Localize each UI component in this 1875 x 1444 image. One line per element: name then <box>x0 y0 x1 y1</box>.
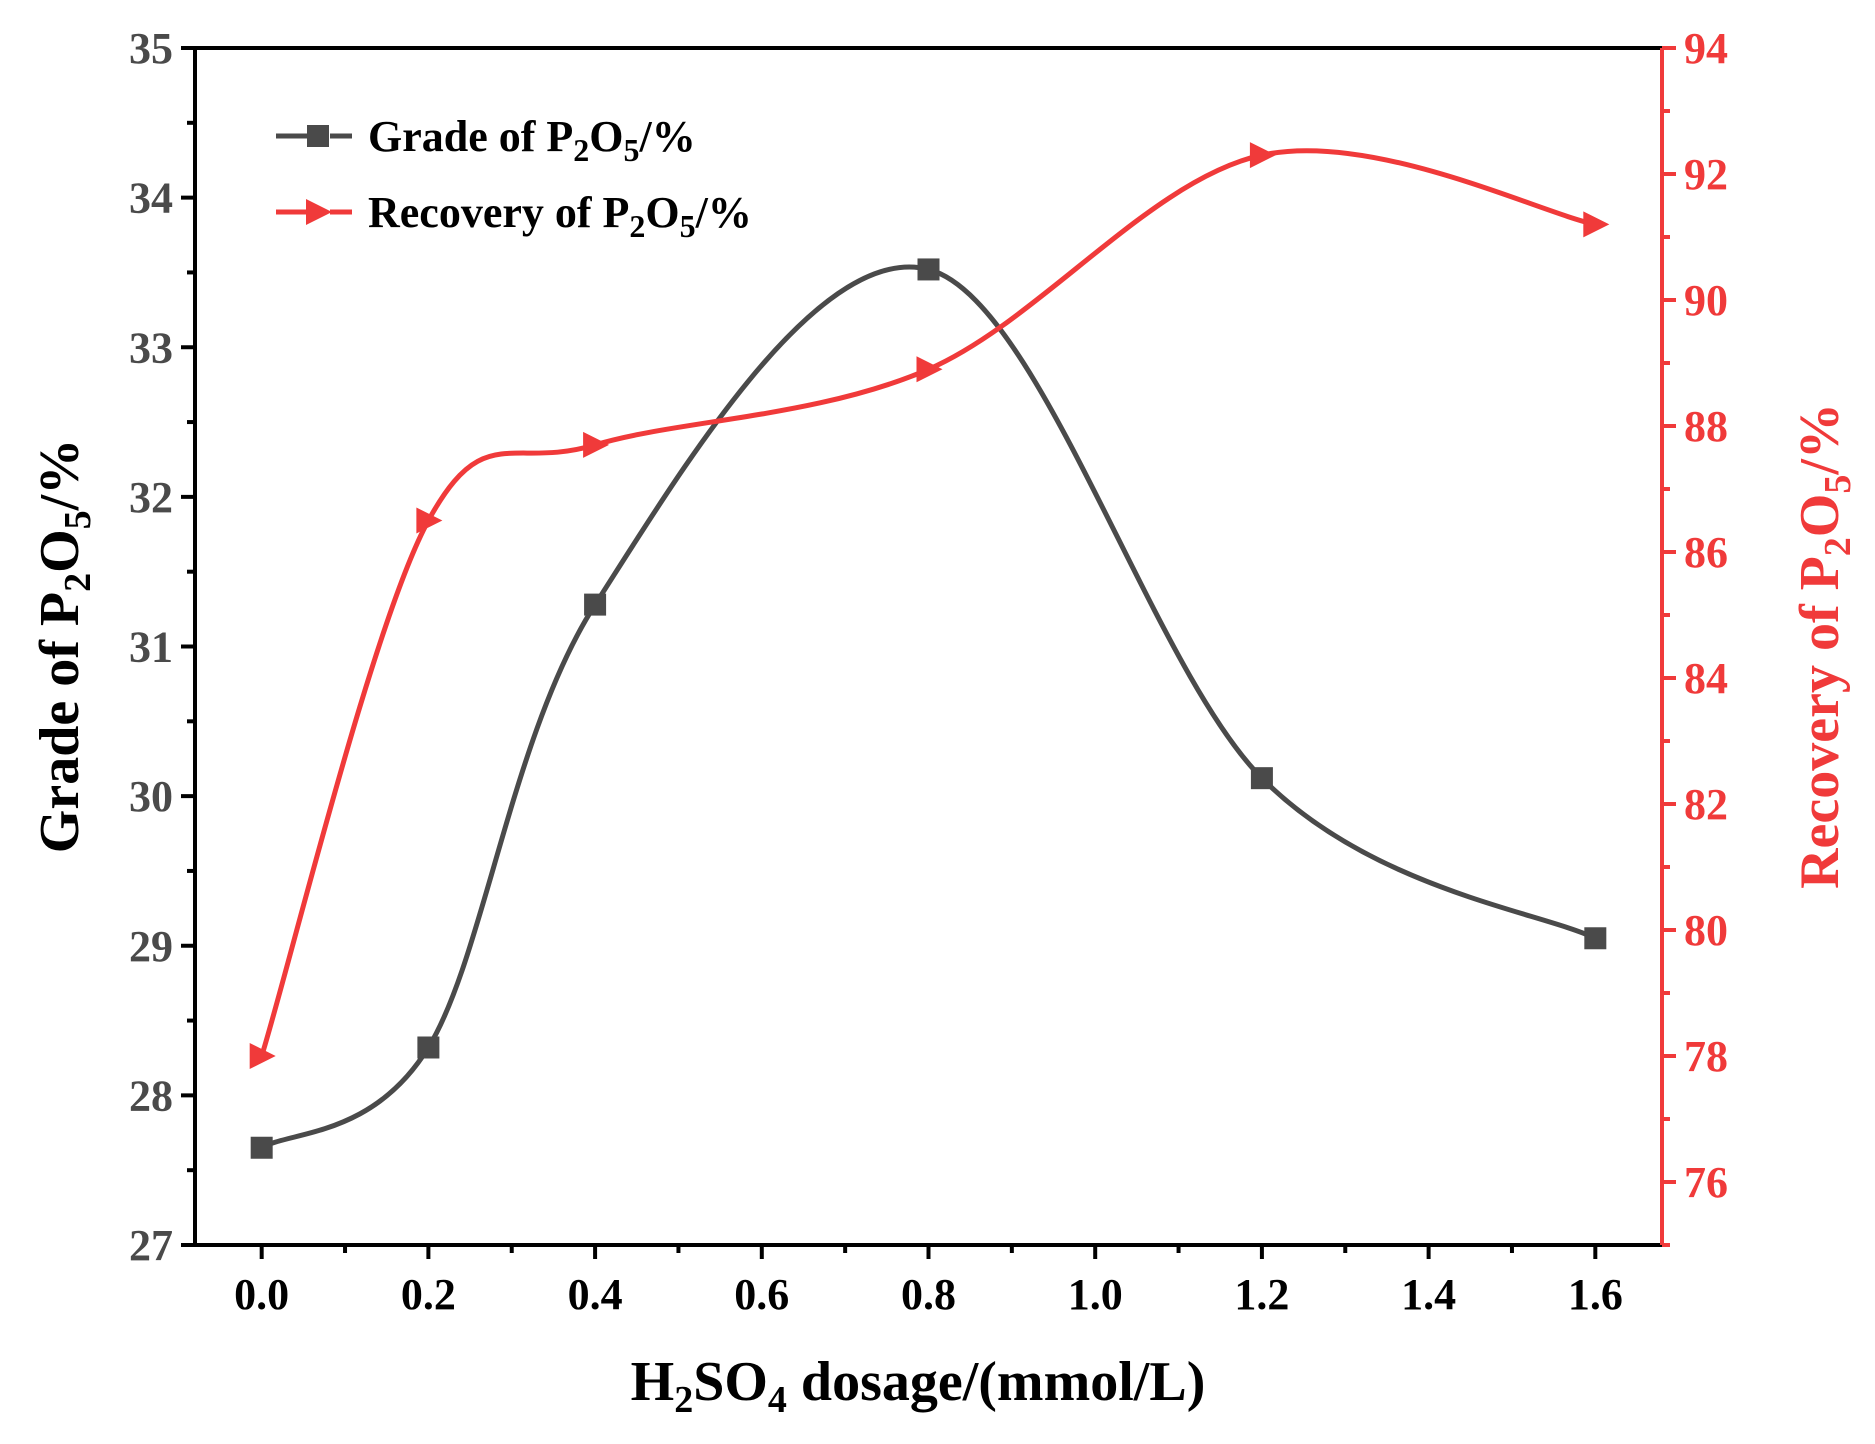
y-right-tick-label: 82 <box>1684 780 1728 829</box>
data-point <box>249 1043 276 1069</box>
y-left-tick-label: 28 <box>129 1071 173 1120</box>
series-grade <box>250 258 1607 1159</box>
data-point <box>584 593 607 616</box>
y-right-tick-label: 86 <box>1684 528 1728 577</box>
x-axis-title: H2SO4 dosage/(mmol/L) <box>631 1351 1206 1421</box>
data-point <box>583 431 610 458</box>
legend-marker <box>306 199 332 225</box>
y-axis-right-title: Recovery of P2O5/% <box>1789 403 1859 889</box>
y-right-tick-label: 94 <box>1684 24 1728 73</box>
legend: Grade of P2O5/% Recovery of P2O5/% <box>276 112 752 244</box>
x-tick-label: 0.2 <box>401 1270 456 1319</box>
data-point <box>916 356 943 383</box>
data-point <box>416 507 443 534</box>
x-tick-label: 0.6 <box>734 1270 789 1319</box>
y-axis-right: 76 78 80 82 84 86 88 90 92 94 <box>1662 24 1728 1247</box>
legend-label: Recovery of P2O5/% <box>368 188 752 244</box>
x-axis: 0.0 0.2 0.4 0.6 0.8 1.0 1.2 1.4 1.6 <box>234 1245 1623 1319</box>
x-tick-label: 1.2 <box>1234 1270 1289 1319</box>
y-right-tick-label: 90 <box>1684 276 1728 325</box>
data-point <box>417 1036 440 1059</box>
y-left-tick-label: 35 <box>129 24 173 73</box>
y-left-tick-label: 33 <box>129 323 173 372</box>
y-left-tick-label: 30 <box>129 772 173 821</box>
legend-marker <box>307 125 329 147</box>
y-right-tick-label: 92 <box>1684 150 1728 199</box>
series-line <box>259 148 1596 1057</box>
x-tick-label: 0.4 <box>568 1270 623 1319</box>
x-tick-label: 1.6 <box>1568 1270 1623 1319</box>
data-point <box>1583 211 1610 238</box>
legend-item: Recovery of P2O5/% <box>276 188 752 244</box>
data-point <box>250 1136 273 1159</box>
data-point <box>1250 767 1273 790</box>
data-point <box>917 258 940 281</box>
series-line <box>260 264 1597 1150</box>
y-left-tick-label: 31 <box>129 623 173 672</box>
y-left-tick-label: 27 <box>129 1221 173 1270</box>
y-right-tick-label: 76 <box>1684 1158 1728 1207</box>
series-layer <box>249 142 1610 1159</box>
legend-item: Grade of P2O5/% <box>276 112 696 168</box>
y-left-tick-label: 29 <box>129 922 173 971</box>
data-point <box>1584 927 1607 950</box>
y-left-tick-label: 32 <box>129 473 173 522</box>
x-tick-label: 1.0 <box>1068 1270 1123 1319</box>
y-axis-left: 27 28 29 30 31 32 33 34 35 <box>129 24 195 1270</box>
legend-label: Grade of P2O5/% <box>368 112 696 168</box>
data-point <box>1249 142 1276 169</box>
x-tick-label: 0.0 <box>234 1270 289 1319</box>
y-right-tick-label: 88 <box>1684 402 1728 451</box>
y-right-tick-label: 78 <box>1684 1032 1728 1081</box>
y-right-tick-label: 84 <box>1684 654 1728 703</box>
y-right-tick-label: 80 <box>1684 906 1728 955</box>
x-tick-label: 1.4 <box>1401 1270 1456 1319</box>
y-axis-left-title: Grade of P2O5/% <box>29 439 99 853</box>
y-left-tick-label: 34 <box>129 174 173 223</box>
series-recovery <box>249 142 1610 1069</box>
x-tick-label: 0.8 <box>901 1270 956 1319</box>
